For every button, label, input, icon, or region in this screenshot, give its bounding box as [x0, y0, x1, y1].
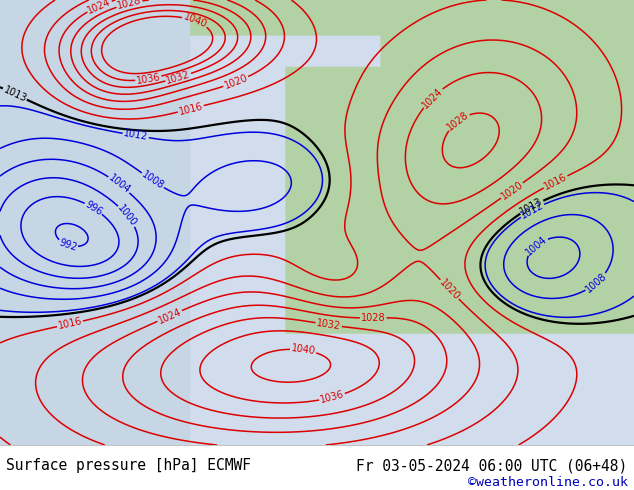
- Text: ©weatheronline.co.uk: ©weatheronline.co.uk: [468, 476, 628, 489]
- Text: 1020: 1020: [223, 73, 249, 91]
- Text: 1004: 1004: [107, 173, 132, 196]
- Text: 1040: 1040: [182, 12, 209, 30]
- Text: Surface pressure [hPa] ECMWF: Surface pressure [hPa] ECMWF: [6, 459, 251, 473]
- Text: Fr 03-05-2024 06:00 UTC (06+48): Fr 03-05-2024 06:00 UTC (06+48): [356, 459, 628, 473]
- Text: 1020: 1020: [499, 179, 525, 201]
- Text: 1016: 1016: [57, 317, 83, 331]
- Text: 996: 996: [83, 199, 104, 218]
- Text: 1024: 1024: [157, 306, 183, 325]
- Text: 1036: 1036: [319, 390, 345, 405]
- Text: 1028: 1028: [116, 0, 143, 11]
- Polygon shape: [203, 0, 634, 445]
- Text: 1024: 1024: [420, 86, 445, 110]
- Text: 1008: 1008: [139, 170, 165, 192]
- Text: 1008: 1008: [584, 271, 609, 294]
- Text: 1036: 1036: [136, 72, 161, 86]
- Text: 1028: 1028: [361, 313, 385, 323]
- Text: 1012: 1012: [123, 128, 149, 143]
- Text: 1028: 1028: [445, 110, 471, 133]
- Text: 1032: 1032: [165, 69, 191, 86]
- Text: 1020: 1020: [437, 277, 462, 302]
- Text: 1013: 1013: [2, 84, 28, 104]
- Text: 1000: 1000: [115, 203, 139, 228]
- Text: 992: 992: [58, 237, 78, 253]
- Text: 1016: 1016: [542, 172, 569, 192]
- Text: 1040: 1040: [290, 343, 316, 357]
- Text: 1016: 1016: [178, 101, 204, 117]
- Text: 1024: 1024: [86, 0, 113, 16]
- Text: 1032: 1032: [316, 318, 342, 331]
- Text: 1013: 1013: [519, 196, 545, 217]
- Text: 1012: 1012: [519, 200, 545, 220]
- Text: 1004: 1004: [524, 234, 549, 257]
